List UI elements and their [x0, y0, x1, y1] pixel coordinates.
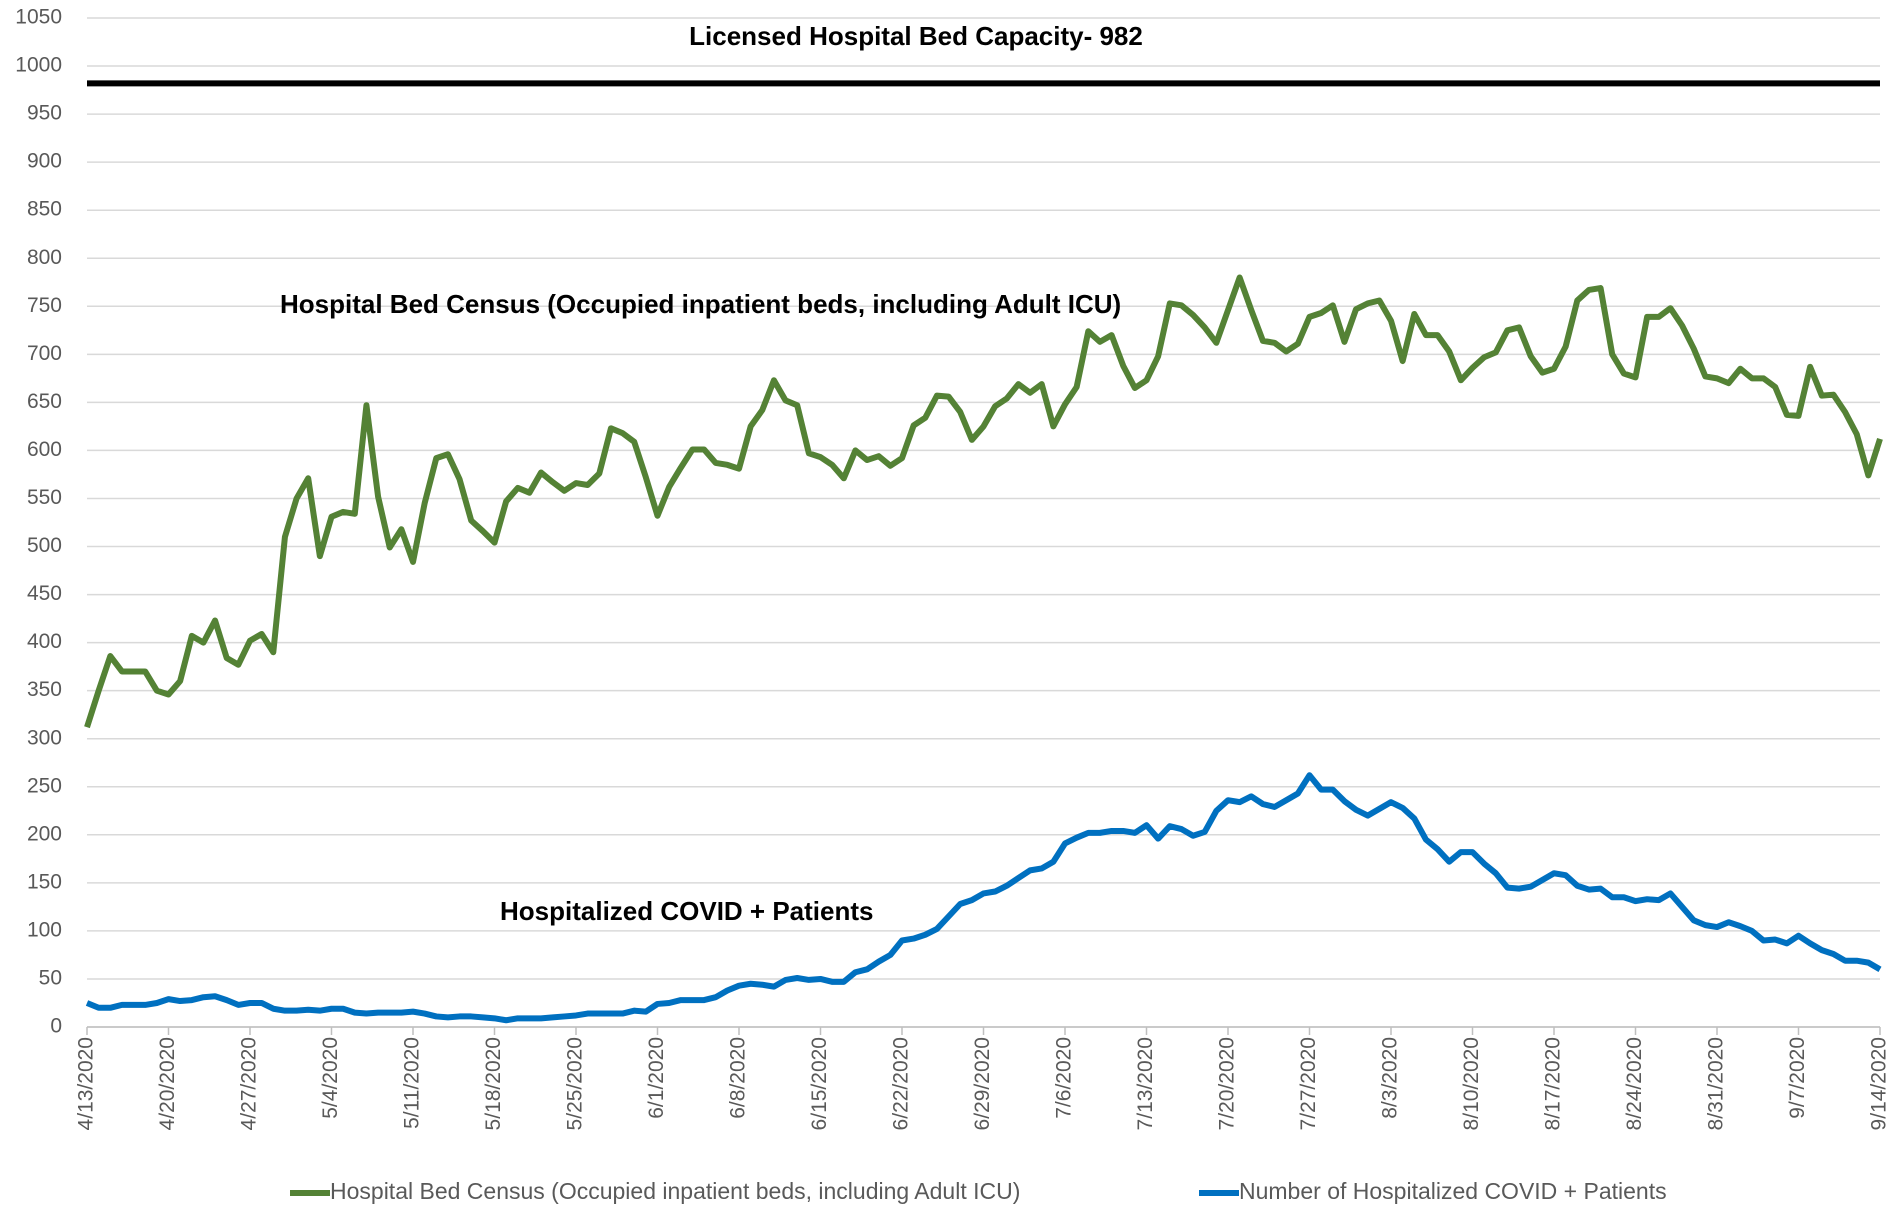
x-tick-label: 5/18/2020	[482, 1037, 505, 1130]
y-tick-label: 1050	[15, 6, 62, 29]
y-tick-label: 350	[27, 678, 62, 701]
y-tick-label: 950	[27, 102, 62, 125]
y-tick-label: 0	[50, 1015, 62, 1038]
y-tick-label: 500	[27, 534, 62, 557]
y-tick-label: 150	[27, 870, 62, 893]
x-tick-label: 5/11/2020	[401, 1037, 424, 1129]
y-tick-label: 600	[27, 438, 62, 461]
x-tick-label: 6/22/2020	[890, 1037, 913, 1130]
x-tick-label: 6/1/2020	[645, 1037, 668, 1119]
y-tick-label: 200	[27, 822, 62, 845]
x-tick-label: 7/13/2020	[1134, 1037, 1157, 1130]
x-tick-label: 5/4/2020	[319, 1037, 342, 1119]
y-tick-label: 1000	[15, 54, 62, 77]
y-tick-label: 100	[27, 918, 62, 941]
data-line	[85, 772, 1882, 1024]
annotation: Hospital Bed Census (Occupied inpatient …	[280, 289, 1122, 319]
y-tick-label: 50	[39, 966, 62, 989]
y-tick-label: 850	[27, 198, 62, 221]
x-tick-label: 8/31/2020	[1705, 1037, 1728, 1130]
x-tick-label: 5/25/2020	[564, 1037, 587, 1130]
x-tick-label: 8/17/2020	[1542, 1037, 1565, 1130]
x-tick-label: 7/27/2020	[1297, 1037, 1320, 1130]
y-tick-label: 400	[27, 630, 62, 653]
data-line	[84, 274, 1883, 729]
x-tick-label: 8/24/2020	[1623, 1037, 1646, 1130]
y-tick-label: 300	[27, 726, 62, 749]
x-tick-label: 4/13/2020	[75, 1037, 98, 1130]
x-tick-label: 8/3/2020	[1379, 1037, 1402, 1119]
x-tick-label: 4/20/2020	[156, 1037, 179, 1130]
x-tick-label: 6/8/2020	[727, 1037, 750, 1119]
x-tick-label: 6/29/2020	[971, 1037, 994, 1130]
x-tick-label: 9/14/2020	[1868, 1037, 1891, 1130]
x-tick-label: 7/20/2020	[1216, 1037, 1239, 1130]
annotation: Hospitalized COVID + Patients	[500, 896, 874, 926]
y-tick-label: 750	[27, 294, 62, 317]
y-tick-label: 800	[27, 246, 62, 269]
capacity-label: Licensed Hospital Bed Capacity- 982	[689, 21, 1143, 51]
y-tick-label: 650	[27, 390, 62, 413]
y-tick-label: 250	[27, 774, 62, 797]
x-tick-label: 4/27/2020	[238, 1037, 261, 1130]
y-tick-label: 700	[27, 342, 62, 365]
legend-label: Hospital Bed Census (Occupied inpatient …	[330, 1178, 1020, 1204]
y-tick-label: 550	[27, 486, 62, 509]
x-tick-label: 9/7/2020	[1786, 1037, 1809, 1119]
legend-label: Number of Hospitalized COVID + Patients	[1239, 1178, 1667, 1204]
y-tick-label: 900	[27, 150, 62, 173]
y-tick-label: 450	[27, 582, 62, 605]
x-tick-label: 6/15/2020	[808, 1037, 831, 1130]
x-tick-label: 7/6/2020	[1053, 1037, 1076, 1119]
x-tick-label: 8/10/2020	[1460, 1037, 1483, 1130]
